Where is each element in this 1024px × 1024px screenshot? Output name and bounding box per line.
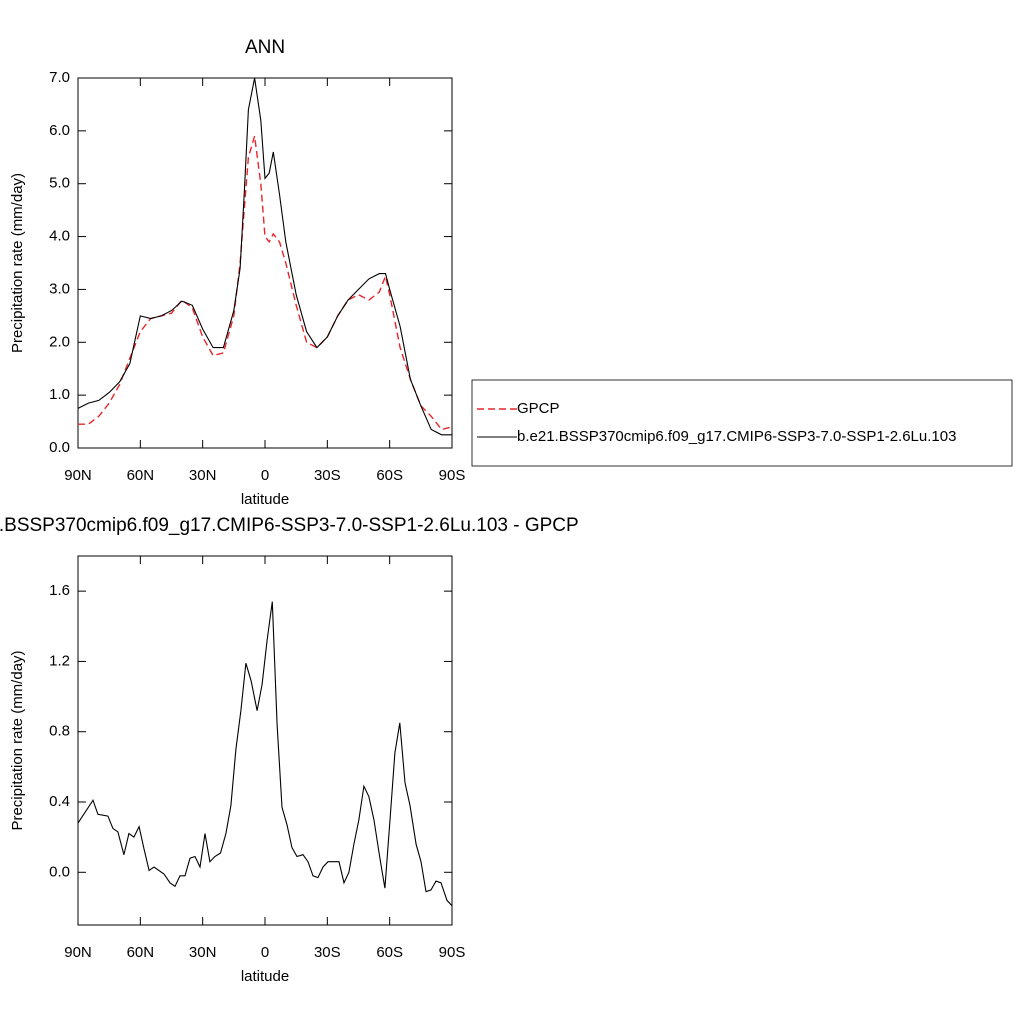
legend-label: GPCP [517, 400, 560, 417]
x-tick-label: 60S [376, 467, 403, 484]
legend-box [471, 379, 1013, 467]
y-tick-label: 5.0 [49, 175, 70, 192]
chart-title: ANN [245, 37, 285, 58]
x-tick-label: 90N [64, 467, 92, 484]
y-tick-label: 3.0 [49, 280, 70, 297]
x-axis-label: latitude [241, 968, 289, 985]
y-axis-label: Precipitation rate (mm/day) [9, 650, 26, 830]
x-tick-label: 30S [314, 944, 341, 961]
y-tick-label: 2.0 [49, 333, 70, 350]
data-line [78, 135, 453, 431]
x-tick-label: 30N [189, 944, 217, 961]
y-tick-label: 6.0 [49, 122, 70, 139]
y-tick-label: 7.0 [49, 69, 70, 86]
y-tick-label: 4.0 [49, 228, 70, 245]
chart-title: b.e21.BSSP370cmip6.f09_g17.CMIP6-SSP3-7.… [0, 515, 579, 536]
y-tick-label: 1.0 [49, 386, 70, 403]
y-tick-label: 1.2 [49, 652, 70, 669]
data-line [77, 601, 453, 907]
legend-label: b.e21.BSSP370cmip6.f09_g17.CMIP6-SSP3-7.… [517, 428, 956, 445]
y-tick-label: 1.6 [49, 582, 70, 599]
x-tick-label: 60N [127, 467, 155, 484]
data-line [77, 77, 452, 436]
x-tick-label: 90S [439, 467, 466, 484]
x-tick-label: 30N [189, 467, 217, 484]
x-tick-label: 60N [127, 944, 155, 961]
x-tick-label: 90S [439, 944, 466, 961]
x-tick-label: 0 [261, 944, 269, 961]
plot-frame [77, 555, 453, 926]
x-tick-label: 30S [314, 467, 341, 484]
x-tick-label: 90N [64, 944, 92, 961]
y-tick-label: 0.0 [49, 863, 70, 880]
x-tick-label: 60S [376, 944, 403, 961]
plot-frame [77, 77, 453, 449]
y-tick-label: 0.0 [49, 439, 70, 456]
x-tick-label: 0 [261, 467, 269, 484]
y-tick-label: 0.4 [49, 793, 70, 810]
x-axis-label: latitude [241, 491, 289, 508]
y-tick-label: 0.8 [49, 723, 70, 740]
y-axis-label: Precipitation rate (mm/day) [9, 173, 26, 353]
